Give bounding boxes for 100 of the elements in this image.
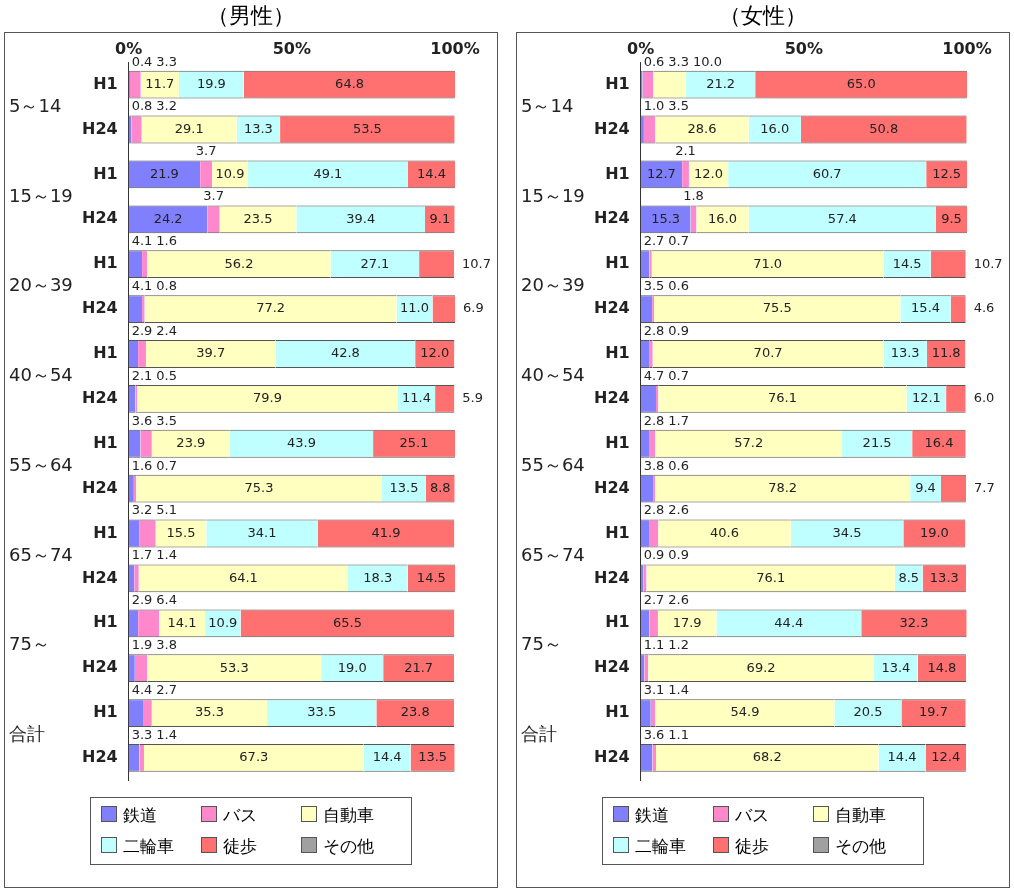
- y-tick-label: H24: [82, 477, 118, 497]
- data-label: 14.5: [892, 255, 922, 271]
- y-tick-label: H1: [93, 702, 118, 722]
- text: 15～19: [521, 184, 585, 206]
- data-label: 70.7: [753, 345, 783, 361]
- data-label: 16.4: [924, 435, 954, 451]
- data-label: 3.1: [643, 682, 665, 698]
- data-label: 3.6: [131, 412, 153, 428]
- data-label: 57.4: [827, 210, 857, 226]
- data-label: 4.1: [131, 278, 153, 294]
- data-label: 12.4: [931, 749, 961, 765]
- text: 75～: [9, 633, 50, 655]
- data-label: 0.7: [668, 367, 690, 383]
- data-label: 19.7: [919, 704, 949, 720]
- y-tick-label: H24: [594, 208, 630, 228]
- y-tick-label: H24: [82, 388, 118, 408]
- data-label: 5.9: [462, 390, 484, 406]
- data-label: 21.9: [149, 165, 179, 181]
- text: 55～64: [521, 453, 585, 475]
- data-label: 56.2: [224, 255, 254, 271]
- data-label: 15.5: [166, 524, 196, 540]
- legend-label: その他: [322, 835, 375, 858]
- data-label: 14.4: [372, 749, 402, 765]
- data-label: 1.4: [156, 726, 178, 742]
- data-label: 40.6: [710, 524, 739, 540]
- y-tick-label: H24: [82, 298, 118, 318]
- y-tick-label: H24: [594, 567, 630, 587]
- y-tick-label: H1: [93, 432, 118, 452]
- data-label: 0.7: [668, 233, 690, 249]
- data-label: 2.1: [675, 143, 696, 159]
- data-label: 64.1: [228, 569, 258, 585]
- data-label: 39.7: [196, 345, 226, 361]
- data-label: 3.5: [668, 98, 690, 114]
- data-label: 1.6: [131, 457, 153, 473]
- data-label: 28.6: [687, 120, 717, 136]
- y-tick-label: H24: [594, 388, 630, 408]
- data-label: 21.2: [706, 76, 736, 92]
- data-label: 3.7: [195, 143, 217, 159]
- data-label: 21.7: [404, 659, 434, 675]
- data-label: 2.1: [131, 367, 153, 383]
- data-label: 13.4: [881, 659, 911, 675]
- data-label: 0.9: [643, 547, 665, 563]
- y-tick-label: H1: [605, 522, 630, 542]
- data-label: 1.4: [156, 547, 178, 563]
- data-label: 2.4: [156, 322, 178, 338]
- data-label: 18.3: [363, 569, 393, 585]
- data-label: 0.9: [668, 547, 690, 563]
- data-label: 39.4: [346, 210, 376, 226]
- data-label: 4.4: [131, 682, 153, 698]
- data-label: 3.8: [156, 637, 178, 653]
- data-label: 12.5: [932, 165, 962, 181]
- data-label: 19.0: [919, 524, 949, 540]
- data-label: 0.6: [668, 278, 690, 294]
- text: 15～19: [9, 184, 73, 206]
- data-label: 3.2: [131, 502, 153, 518]
- data-label: 35.3: [194, 704, 224, 720]
- data-label: 9.1: [429, 210, 451, 226]
- data-label: 2.7: [643, 233, 665, 249]
- data-label: 0.9: [668, 322, 690, 338]
- data-label: 13.3: [890, 345, 920, 361]
- legend-label: 二輪車: [122, 835, 175, 858]
- x-tick-label: 50%: [784, 38, 823, 58]
- text: 40～54: [521, 364, 585, 386]
- data-label: 14.4: [887, 749, 917, 765]
- data-label: 3.5: [156, 412, 178, 428]
- text: 75～: [521, 633, 562, 655]
- data-label: 33.5: [307, 704, 337, 720]
- y-tick-label: H1: [93, 253, 118, 273]
- y-tick-label: H1: [605, 163, 630, 183]
- data-label: 1.7: [131, 547, 153, 563]
- y-tick-label: H1: [605, 612, 630, 632]
- data-label: 19.9: [196, 76, 226, 92]
- x-tick-label: 100%: [942, 38, 992, 58]
- data-label: 13.3: [243, 120, 273, 136]
- data-label: 41.9: [371, 524, 401, 540]
- data-label: 20.5: [853, 704, 883, 720]
- y-tick-label: H24: [82, 208, 118, 228]
- data-label: 3.2: [156, 98, 178, 114]
- data-label: 16.0: [708, 210, 738, 226]
- data-label: 8.8: [429, 480, 451, 496]
- data-label: 23.8: [400, 704, 430, 720]
- text: 5～14: [9, 94, 62, 116]
- chart-title: （男性）: [206, 2, 296, 30]
- data-label: 0.8: [156, 278, 178, 294]
- legend-label: バス: [734, 804, 770, 827]
- data-label: 11.7: [145, 76, 175, 92]
- data-label: 14.1: [167, 614, 197, 630]
- data-label: 2.7: [156, 682, 178, 698]
- data-label: 1.6: [156, 233, 178, 249]
- data-label: 25.1: [399, 435, 429, 451]
- data-label: 65.0: [846, 76, 876, 92]
- data-label: 4.1: [131, 233, 153, 249]
- data-label: 2.8: [643, 412, 665, 428]
- data-label: 2.6: [668, 502, 690, 518]
- data-label: 67.3: [239, 749, 269, 765]
- y-tick-label: H24: [594, 477, 630, 497]
- legend-label: 二輪車: [634, 835, 687, 858]
- y-tick-label: H1: [93, 73, 118, 93]
- data-label: 10.9: [215, 165, 245, 181]
- data-label: 2.6: [668, 592, 690, 608]
